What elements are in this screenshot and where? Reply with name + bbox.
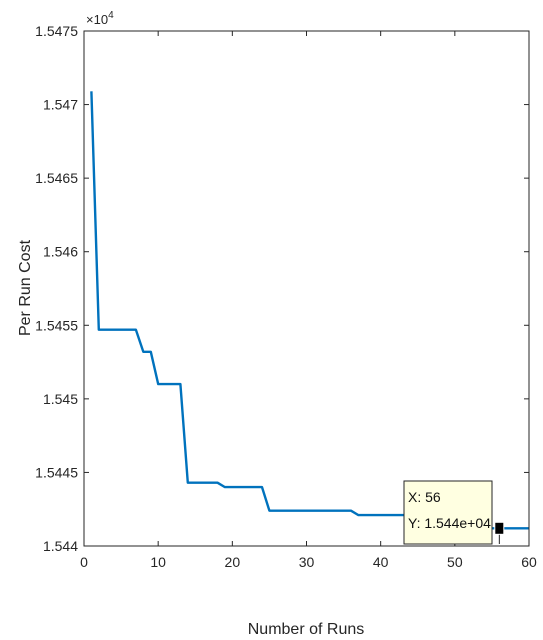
data-tip[interactable]: X: 56 Y: 1.544e+04 [403,480,505,545]
y-multiplier-exponent: 4 [108,10,114,21]
x-tick-label: 60 [521,554,537,570]
data-tip-marker[interactable] [494,521,505,535]
y-tick-label: 1.545 [43,391,78,407]
ticks-layer: 0 10 20 30 40 50 60 1.544 1.5445 1.545 1.5455 1.546… [35,23,537,570]
x-tick-label: 0 [80,554,88,570]
x-tick-label: 30 [299,554,315,570]
y-tick-label: 1.5465 [35,170,78,186]
data-tip-y-text: Y: 1.544e+04 [408,515,491,531]
x-axis-label: Number of Runs [248,621,365,638]
y-multiplier-base: ×10 [86,12,108,27]
y-tick-label: 1.5475 [35,23,78,39]
data-tip-box[interactable] [403,480,493,545]
y-axis-label: Per Run Cost [17,239,34,336]
x-tick-label: 10 [150,554,166,570]
x-tick-label: 20 [225,554,241,570]
y-tick-label: 1.544 [43,538,78,554]
plot-area [84,31,529,546]
y-tick-label: 1.547 [43,97,78,113]
x-tick-label: 40 [373,554,389,570]
y-tick-label: 1.5445 [35,464,78,480]
data-tip-x-text: X: 56 [408,489,441,505]
y-tick-label: 1.546 [43,244,78,260]
x-tick-label: 50 [447,554,463,570]
y-multiplier-label: ×104 [86,10,114,27]
y-tick-label: 1.5455 [35,317,78,333]
plot-frame [83,30,530,547]
